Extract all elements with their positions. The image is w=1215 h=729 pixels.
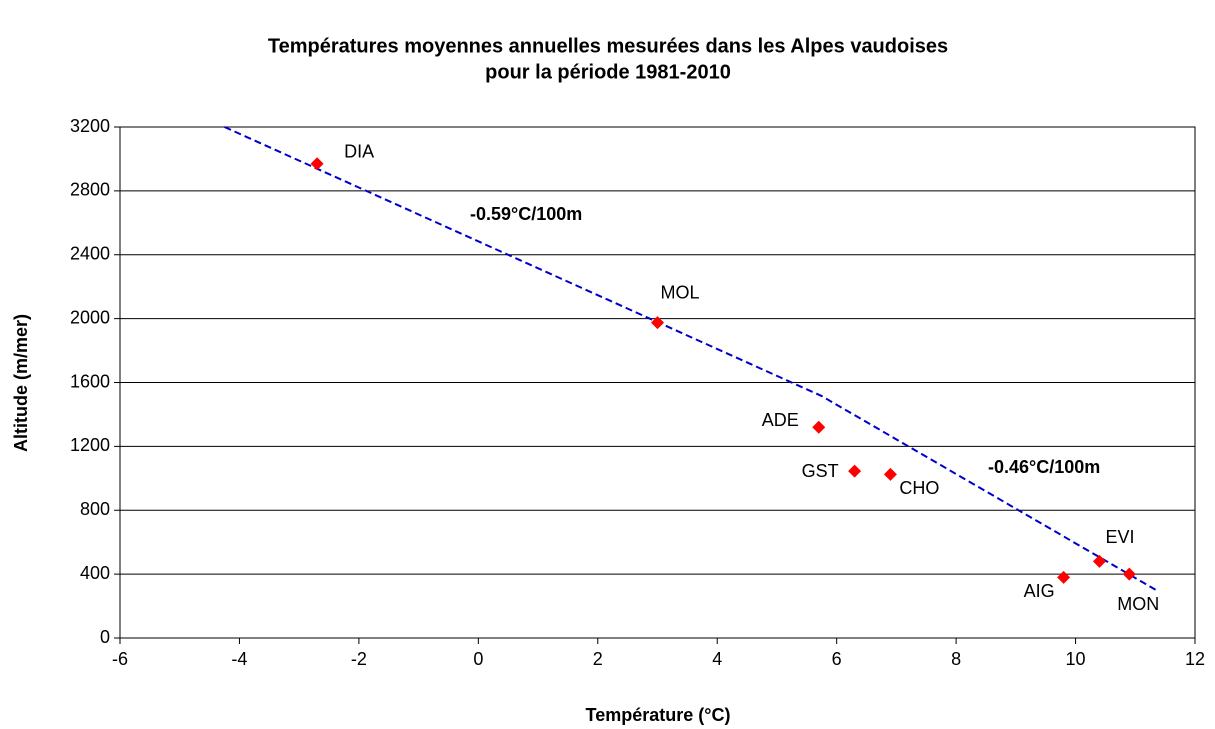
plot-border — [119, 126, 1196, 639]
data-point — [848, 464, 862, 478]
point-label: CHO — [899, 478, 939, 498]
chart-title: pour la période 1981-2010 — [485, 61, 731, 83]
annotation: -0.59°C/100m — [470, 204, 582, 224]
y-axis-title: Altitude (m/mer) — [11, 314, 31, 452]
data-point — [883, 467, 897, 481]
x-tick-label: 12 — [1185, 649, 1205, 669]
data-point — [1057, 570, 1071, 584]
trend-line — [224, 126, 1157, 591]
y-tick-label: 800 — [80, 499, 110, 519]
chart-title: Températures moyennes annuelles mesurées… — [268, 35, 948, 57]
y-tick-label: 2000 — [70, 307, 110, 327]
point-label: MON — [1117, 594, 1159, 614]
x-tick-label: 8 — [951, 649, 961, 669]
x-tick-label: -6 — [112, 649, 128, 669]
x-tick-label: -2 — [351, 649, 367, 669]
x-tick-label: 0 — [473, 649, 483, 669]
data-point — [310, 157, 324, 171]
y-tick-label: 1600 — [70, 371, 110, 391]
y-tick-label: 0 — [100, 627, 110, 647]
point-label: MOL — [661, 282, 700, 302]
annotation: -0.46°C/100m — [988, 457, 1100, 477]
y-tick-label: 2800 — [70, 180, 110, 200]
y-tick-label: 1200 — [70, 435, 110, 455]
point-label: GST — [802, 461, 839, 481]
data-point — [651, 316, 664, 330]
y-tick-label: 2400 — [70, 244, 110, 264]
x-tick-label: -4 — [231, 649, 247, 669]
point-label: AIG — [1024, 581, 1055, 601]
x-tick-label: 2 — [593, 649, 603, 669]
point-label: DIA — [344, 141, 374, 161]
y-tick-label: 400 — [80, 563, 110, 583]
x-tick-label: 4 — [712, 649, 722, 669]
data-point — [1092, 554, 1106, 568]
point-label: EVI — [1105, 527, 1134, 547]
data-point — [812, 420, 826, 434]
point-label: ADE — [762, 410, 799, 430]
x-tick-label: 6 — [832, 649, 842, 669]
x-tick-label: 10 — [1066, 649, 1086, 669]
data-point — [1122, 567, 1136, 581]
x-axis-title: Température (°C) — [586, 705, 731, 725]
y-tick-label: 3200 — [70, 116, 110, 136]
